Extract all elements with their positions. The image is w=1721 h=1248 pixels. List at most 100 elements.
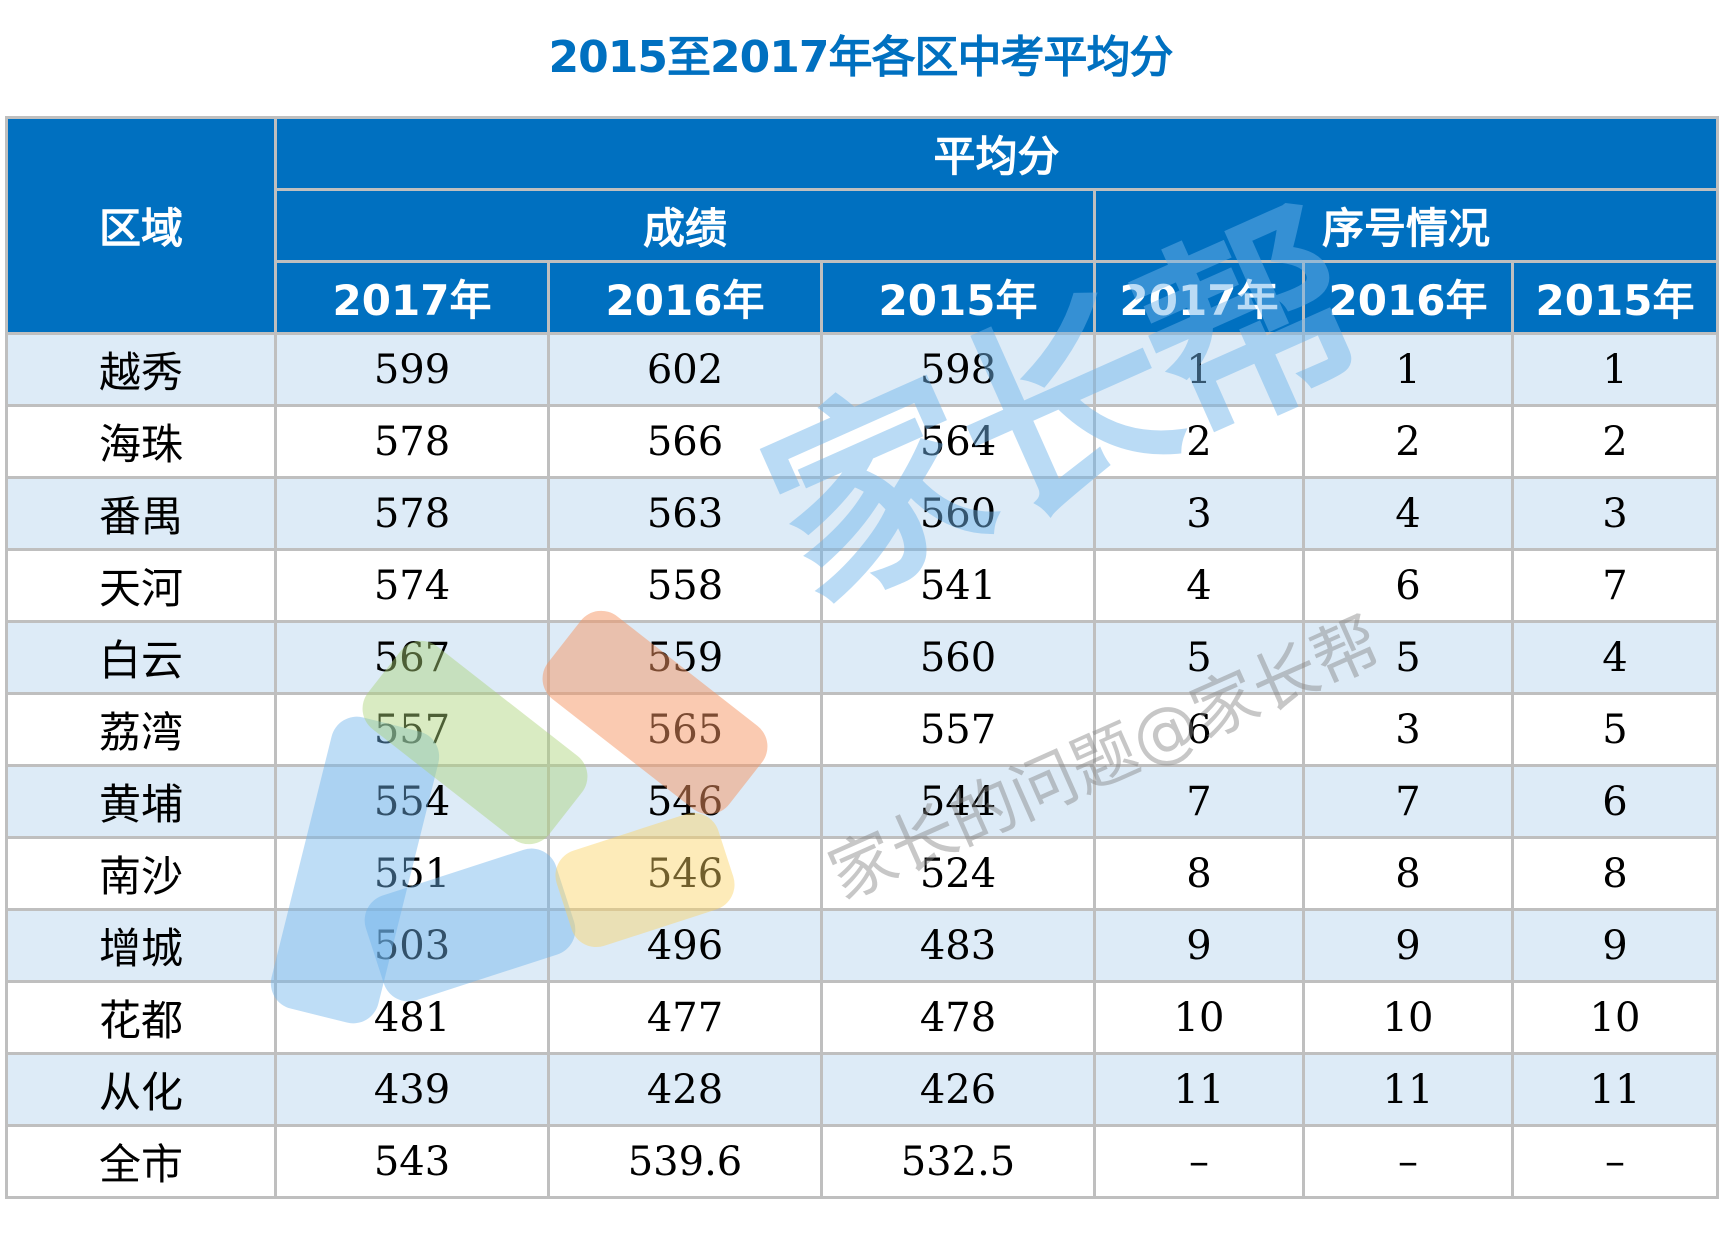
rank-2017-cell: 10: [1093, 980, 1305, 1055]
rank-2017-cell: 7: [1093, 764, 1305, 839]
rank-2016-cell: –: [1302, 1124, 1514, 1199]
table-row: 天河 574 558 541 4 6 7: [5, 548, 1720, 623]
table-row: 增城 503 496 483 9 9 9: [5, 908, 1720, 983]
score-2016-cell: 565: [547, 692, 823, 767]
region-cell: 番禺: [5, 476, 277, 551]
region-cell: 荔湾: [5, 692, 277, 767]
rank-2015-cell: 3: [1510, 476, 1720, 551]
rank-2016-cell: 2: [1302, 404, 1514, 479]
score-2016-cell: 546: [547, 764, 823, 839]
rank-2017-cell: 2: [1093, 404, 1305, 479]
rank-2015-cell: 4: [1510, 620, 1720, 695]
rank-2015-cell: 1: [1510, 332, 1720, 407]
header-row-2: 成绩 序号情况: [7, 188, 1720, 263]
score-2017-cell: 557: [274, 692, 550, 767]
rank-2016-cell: 1: [1302, 332, 1514, 407]
table-row: 白云 567 559 560 5 5 4: [5, 620, 1720, 695]
table-row: 花都 481 477 478 10 10 10: [5, 980, 1720, 1055]
rank-2016-cell: 11: [1302, 1052, 1514, 1127]
table-row: 番禺 578 563 560 3 4 3: [5, 476, 1720, 551]
rank-2017-cell: 6: [1093, 692, 1305, 767]
score-2015-cell: 483: [820, 908, 1096, 983]
rank-2017-cell: 9: [1093, 908, 1305, 983]
header-average-score: 平均分: [273, 116, 1720, 191]
score-2015-cell: 598: [820, 332, 1096, 407]
rank-2016-cell: 4: [1302, 476, 1514, 551]
score-2015-cell: 426: [820, 1052, 1096, 1127]
score-2017-cell: 567: [274, 620, 550, 695]
header-region: 区域: [5, 116, 277, 335]
header-row-1: 区域 平均分: [5, 116, 1720, 335]
header-rank-2015: 2015年: [1510, 260, 1720, 335]
table-row: 黄埔 554 546 544 7 7 6: [5, 764, 1720, 839]
header-score-2015: 2015年: [820, 260, 1096, 335]
rank-2015-cell: 10: [1510, 980, 1720, 1055]
score-2017-cell: 551: [274, 836, 550, 911]
rank-2017-cell: 11: [1093, 1052, 1305, 1127]
header-score-2017: 2017年: [274, 260, 550, 335]
score-2017-cell: 578: [274, 476, 550, 551]
region-cell: 从化: [5, 1052, 277, 1127]
score-2015-cell: 560: [820, 620, 1096, 695]
score-2015-cell: 524: [820, 836, 1096, 911]
score-2017-cell: 543: [274, 1124, 550, 1199]
rank-2015-cell: 2: [1510, 404, 1720, 479]
header-ranks-group: 序号情况: [1092, 188, 1720, 263]
region-cell: 增城: [5, 908, 277, 983]
score-2017-cell: 574: [274, 548, 550, 623]
rank-2016-cell: 10: [1302, 980, 1514, 1055]
rank-2017-cell: 3: [1093, 476, 1305, 551]
scores-table: 区域 平均分 成绩 序号情况 2017年 2016年 2015年 2017年 2…: [5, 116, 1720, 1199]
score-2017-cell: 481: [274, 980, 550, 1055]
region-cell: 全市: [5, 1124, 277, 1199]
region-cell: 南沙: [5, 836, 277, 911]
header-scores-group: 成绩: [274, 188, 1096, 263]
region-cell: 越秀: [5, 332, 277, 407]
region-cell: 花都: [5, 980, 277, 1055]
score-2017-cell: 503: [274, 908, 550, 983]
rank-2015-cell: 9: [1510, 908, 1720, 983]
score-2016-cell: 477: [547, 980, 823, 1055]
rank-2017-cell: 1: [1093, 332, 1305, 407]
rank-2015-cell: 11: [1510, 1052, 1720, 1127]
score-2015-cell: 557: [820, 692, 1096, 767]
table-row: 从化 439 428 426 11 11 11: [5, 1052, 1720, 1127]
rank-2015-cell: 6: [1510, 764, 1720, 839]
header-row-years: 2017年 2016年 2015年 2017年 2016年 2015年: [7, 260, 1720, 335]
score-2015-cell: 564: [820, 404, 1096, 479]
score-2015-cell: 544: [820, 764, 1096, 839]
header-score-2016: 2016年: [547, 260, 823, 335]
header-rank-2016: 2016年: [1302, 260, 1514, 335]
score-2016-cell: 496: [547, 908, 823, 983]
table-row: 越秀 599 602 598 1 1 1: [5, 332, 1720, 407]
region-cell: 海珠: [5, 404, 277, 479]
score-2017-cell: 578: [274, 404, 550, 479]
rank-2017-cell: 4: [1093, 548, 1305, 623]
region-cell: 白云: [5, 620, 277, 695]
score-2017-cell: 599: [274, 332, 550, 407]
chart-title: 2015至2017年各区中考平均分: [548, 32, 1174, 83]
rank-2017-cell: 5: [1093, 620, 1305, 695]
region-cell: 黄埔: [5, 764, 277, 839]
rank-2015-cell: 7: [1510, 548, 1720, 623]
score-2015-cell: 560: [820, 476, 1096, 551]
table-row: 南沙 551 546 524 8 8 8: [5, 836, 1720, 911]
score-2016-cell: 602: [547, 332, 823, 407]
rank-2017-cell: –: [1093, 1124, 1305, 1199]
score-2016-cell: 558: [547, 548, 823, 623]
table-row: 海珠 578 566 564 2 2 2: [5, 404, 1720, 479]
rank-2016-cell: 6: [1302, 548, 1514, 623]
region-cell: 天河: [5, 548, 277, 623]
rank-2015-cell: 8: [1510, 836, 1720, 911]
rank-2016-cell: 8: [1302, 836, 1514, 911]
score-2016-cell: 428: [547, 1052, 823, 1127]
score-2016-cell: 559: [547, 620, 823, 695]
score-2017-cell: 554: [274, 764, 550, 839]
rank-2016-cell: 3: [1302, 692, 1514, 767]
score-2015-cell: 532.5: [820, 1124, 1096, 1199]
score-2015-cell: 541: [820, 548, 1096, 623]
score-2016-cell: 546: [547, 836, 823, 911]
rank-2017-cell: 8: [1093, 836, 1305, 911]
rank-2016-cell: 7: [1302, 764, 1514, 839]
rank-2016-cell: 9: [1302, 908, 1514, 983]
